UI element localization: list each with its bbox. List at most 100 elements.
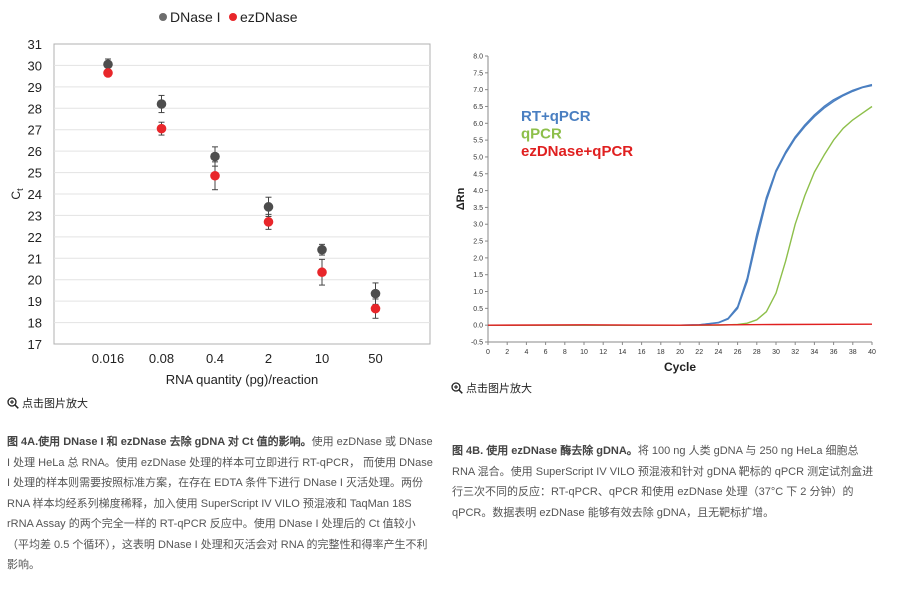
chart-4b-y-tick-label: 0.0 [473, 323, 483, 330]
chart-4a-y-tick-label: 25 [28, 166, 42, 181]
data-point-dnase-i [156, 99, 167, 109]
caption-4a-text: 使用 ezDNase 或 DNase I 处理 HeLa 总 RNA。使用 ez… [7, 436, 433, 571]
chart-4a-x-tick-label: 10 [315, 351, 329, 366]
series-line-rt-qpcr [488, 84, 873, 326]
chart-4b-y-tick-label: 2.5 [473, 239, 483, 246]
legend-label-rt-qpcr: RT+qPCR [521, 108, 591, 125]
chart-4b-x-tick-label: 14 [619, 349, 627, 356]
zoom-link-4a[interactable]: 点击图片放大 [7, 395, 88, 411]
chart-4a-y-tick-label: 23 [28, 208, 42, 223]
chart-4b-x-axis-label: Cycle [664, 360, 696, 374]
chart-4a-x-tick-label: 50 [368, 351, 382, 366]
chart-4b-y-tick-label: 4.0 [473, 188, 483, 195]
chart-4b-x-tick-label: 8 [563, 349, 567, 356]
chart-4b-y-tick-label: 3.0 [473, 222, 483, 229]
chart-4b-x-tick-label: 16 [638, 349, 646, 356]
data-point-ezdnase [103, 68, 113, 78]
legend-dnase-i-marker [159, 13, 167, 21]
chart-4b-x-tick-label: 24 [715, 349, 723, 356]
chart-4a-y-tick-label: 31 [28, 37, 42, 52]
data-point-dnase-i [263, 202, 274, 212]
legend-ezdnase-label: ezDNase [240, 9, 298, 25]
chart-4b-y-tick-label: 8.0 [473, 54, 483, 61]
chart-4b-y-tick-label: 7.5 [473, 70, 483, 77]
chart-4a-y-axis-label: Ct [9, 188, 25, 200]
legend-label-qpcr: qPCR [521, 126, 562, 143]
data-point-dnase-i [317, 244, 327, 255]
zoom-link-4b-label: 点击图片放大 [466, 383, 532, 395]
data-point-ezdnase [263, 217, 274, 227]
chart-4a-y-tick-label: 26 [28, 144, 42, 159]
chart-4a: DNase I ezDNase 17 18 19 20 21 22 23 24 25 26 27 28… [9, 9, 431, 387]
caption-4b-title: 图 4B. 使用 ezDNase 酶去除 gDNA。 [452, 445, 638, 457]
legend-dnase-i-label: DNase I [170, 9, 221, 25]
chart-4b-x-tick-label: 10 [580, 349, 588, 356]
chart-4b-y-tick-label: -0.5 [471, 340, 483, 347]
chart-4b-x-tick-label: 4 [524, 349, 528, 356]
chart-4a-x-tick-label: 0.4 [206, 351, 224, 366]
chart-4b-y-tick-label: 0.5 [473, 306, 483, 313]
chart-4b-x-tick-label: 36 [830, 349, 838, 356]
chart-4b-x-tick-label: 22 [695, 349, 703, 356]
zoom-in-icon [7, 397, 19, 409]
chart-4b-y-tick-label: 1.0 [473, 289, 483, 296]
chart-4b-x-tick-label: 6 [544, 349, 548, 356]
data-point-ezdnase [317, 267, 327, 278]
chart-4a-y-tick-label: 20 [28, 273, 42, 288]
zoom-in-icon [451, 382, 463, 394]
chart-4a-y-tick-label: 19 [28, 294, 42, 309]
data-point-dnase-i [370, 288, 381, 299]
zoom-link-4b[interactable]: 点击图片放大 [451, 380, 532, 396]
chart-4b-y-tick-label: 6.5 [473, 104, 483, 111]
chart-4a-x-axis-label: RNA quantity (pg)/reaction [166, 372, 318, 387]
chart-4b-x-tick-label: 26 [734, 349, 742, 356]
chart-4b-x-tick-label: 12 [599, 349, 607, 356]
chart-4a-y-tick-label: 30 [28, 58, 42, 73]
data-point-ezdnase [156, 123, 167, 134]
chart-4b-y-tick-label: 2.0 [473, 255, 483, 262]
series-line-ezdnase-qpcr [487, 323, 873, 326]
chart-4a-x-tick-label: 0.016 [92, 351, 125, 366]
chart-4b-x-tick-label: 20 [676, 349, 684, 356]
chart-4a-y-tick-label: 17 [28, 337, 42, 352]
chart-4b-x-tick-label: 0 [486, 349, 490, 356]
chart-4b-x-tick-label: 30 [772, 349, 780, 356]
series-line-qpcr [488, 105, 873, 326]
chart-4b-y-tick-label: 1.5 [473, 272, 483, 279]
chart-4a-y-tick-label: 22 [28, 230, 42, 245]
chart-4a-y-tick-label: 28 [28, 101, 42, 116]
chart-4b-x-tick-label: 18 [657, 349, 665, 356]
caption-4b-text: 将 100 ng 人类 gDNA 与 250 ng HeLa 细胞总 RNA 混… [452, 445, 874, 519]
chart-4b-x-tick-label: 34 [811, 349, 819, 356]
chart-4b-y-tick-label: 6.0 [473, 121, 483, 128]
chart-4b-x-tick-label: 28 [753, 349, 761, 356]
data-point-ezdnase [370, 303, 381, 314]
chart-4a-x-tick-label: 2 [265, 351, 272, 366]
chart-4b-plot-frame [488, 56, 872, 342]
chart-4a-x-tick-label: 0.08 [149, 351, 174, 366]
legend-label-ezdnase-qpcr: ezDNase+qPCR [521, 143, 633, 160]
chart-4a-y-tick-label: 21 [28, 251, 42, 266]
chart-4b-y-tick-label: 5.0 [473, 154, 483, 161]
chart-4b-y-tick-label: 4.5 [473, 171, 483, 178]
chart-4a-y-tick-label: 27 [28, 123, 42, 138]
chart-4b-y-tick-label: 3.5 [473, 205, 483, 212]
chart-4a-y-tick-label: 18 [28, 316, 42, 331]
data-point-dnase-i [210, 151, 220, 162]
chart-4b: -0.5 0.0 0.5 1.0 1.5 2.0 2.5 3.0 3.5 4.0 4.5 5.0 5.5… [455, 54, 876, 375]
chart-4b-x-tick-label: 40 [868, 349, 876, 356]
chart-4b-x-tick-label: 2 [505, 349, 509, 356]
chart-4b-y-tick-label: 5.5 [473, 138, 483, 145]
chart-4b-x-tick-label: 38 [849, 349, 857, 356]
data-point-ezdnase [210, 170, 220, 181]
data-point-dnase-i [103, 59, 113, 70]
legend-ezdnase-marker [229, 13, 237, 21]
chart-4a-legend: DNase I ezDNase [159, 9, 298, 25]
chart-4a-y-tick-label: 24 [28, 187, 42, 202]
chart-4b-y-tick-label: 7.0 [473, 87, 483, 94]
caption-4a-title: 图 4A.使用 DNase I 和 ezDNase 去除 gDNA 对 Ct 值… [7, 436, 312, 448]
chart-4b-y-axis-label: ΔRn [455, 187, 467, 210]
zoom-link-4a-label: 点击图片放大 [22, 398, 88, 410]
chart-4b-x-tick-label: 32 [791, 349, 799, 356]
caption-4b: 图 4B. 使用 ezDNase 酶去除 gDNA。将 100 ng 人类 gD… [452, 441, 880, 523]
